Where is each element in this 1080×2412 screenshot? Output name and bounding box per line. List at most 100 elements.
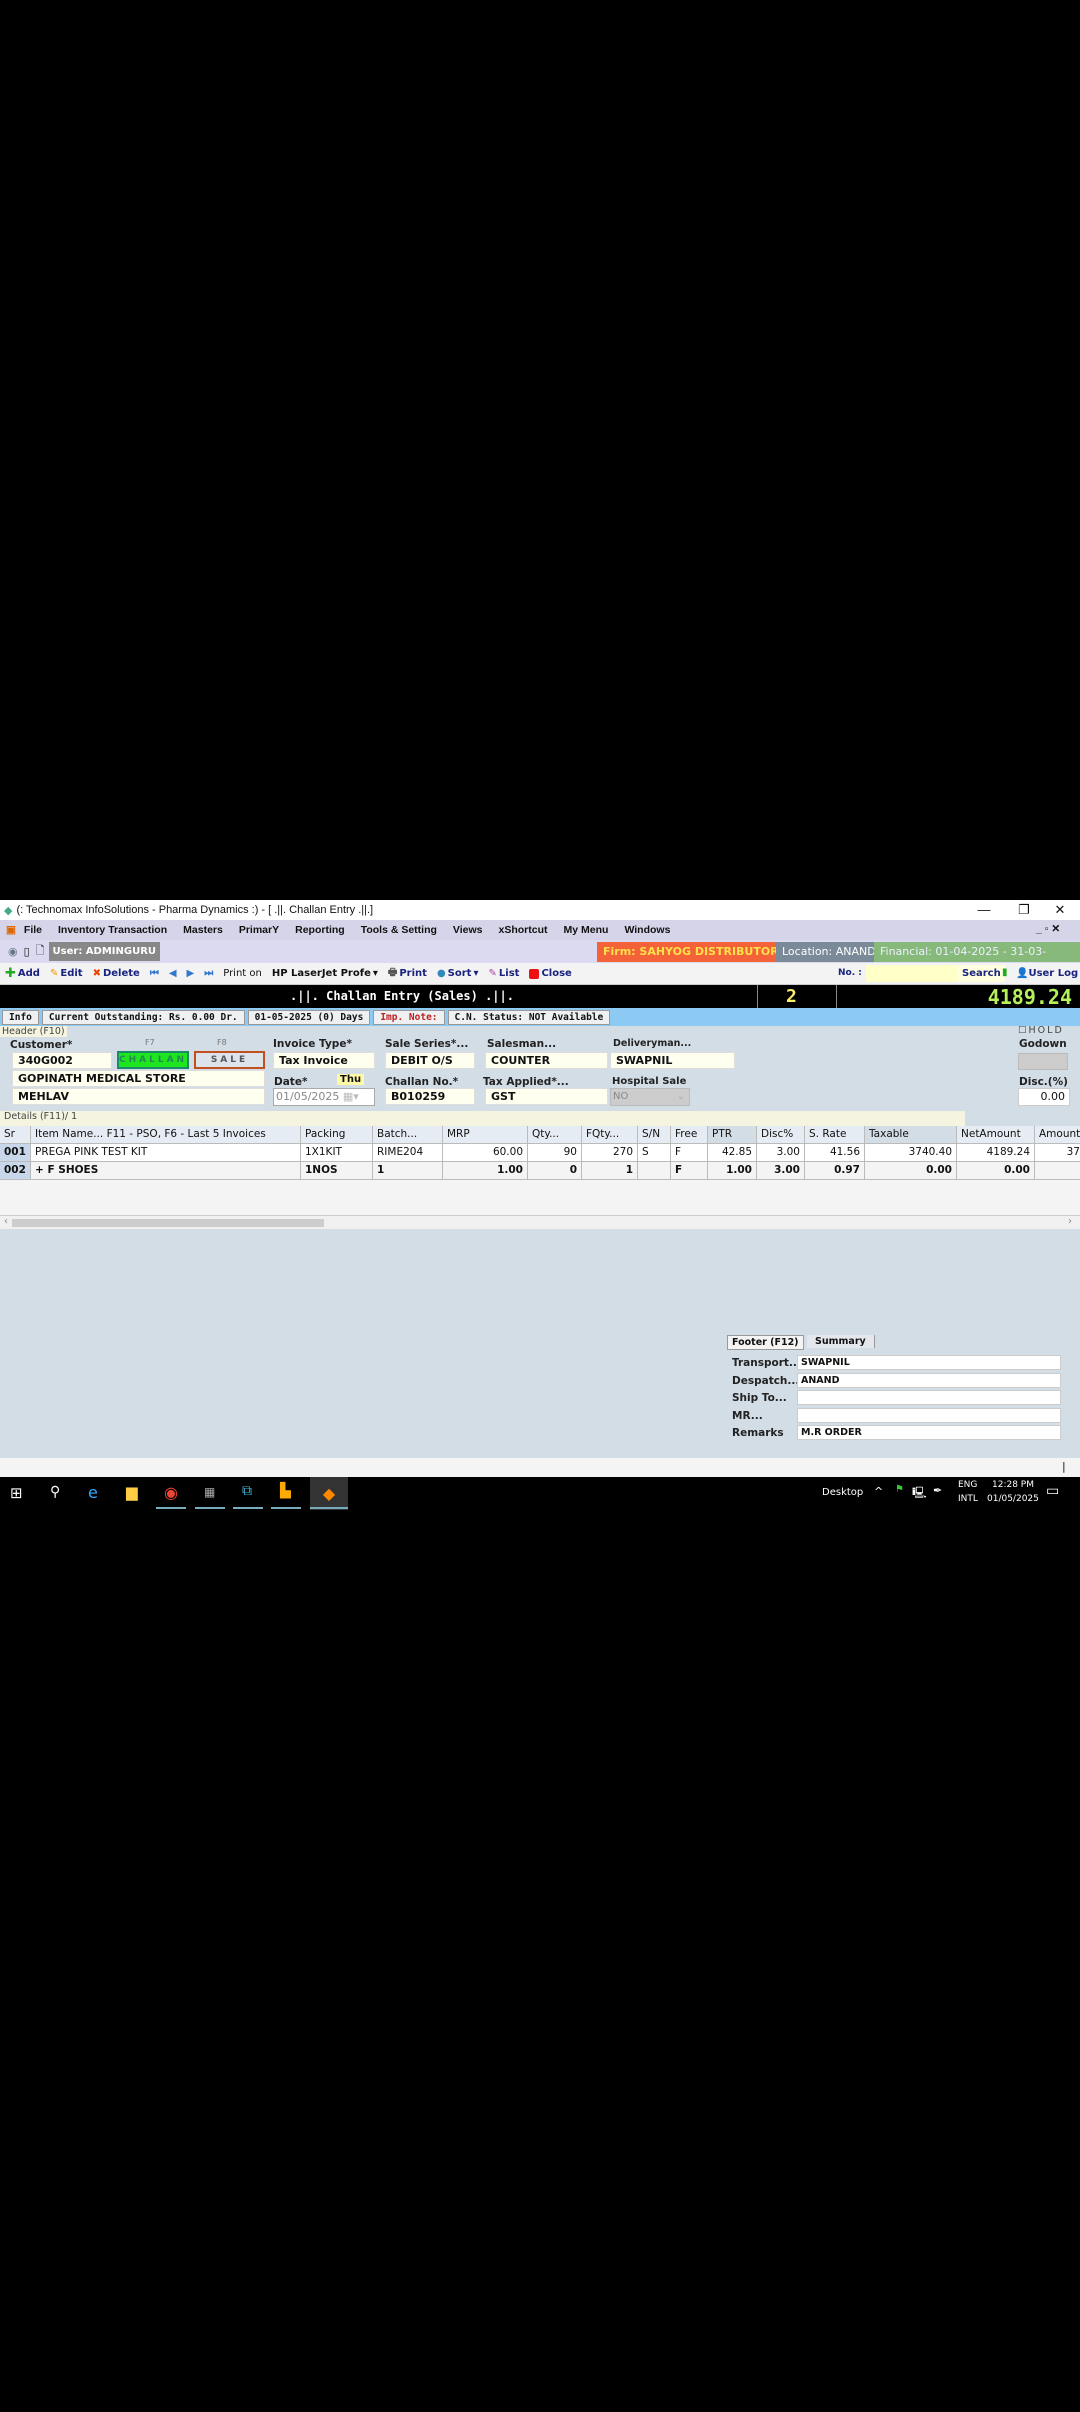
- column-header[interactable]: Free: [671, 1126, 708, 1144]
- menu-views[interactable]: Views: [452, 924, 483, 936]
- table-cell[interactable]: 4189.24: [957, 1144, 1035, 1162]
- printer-select[interactable]: HP LaserJet Profe ▾: [272, 968, 378, 979]
- column-header[interactable]: Packing: [301, 1126, 373, 1144]
- minimize-button[interactable]: —: [977, 902, 991, 917]
- print-button[interactable]: 🖶 Print: [388, 965, 427, 982]
- pen-icon[interactable]: ✒: [933, 1484, 943, 1497]
- refresh-icon[interactable]: ◉: [8, 945, 18, 958]
- challan-button[interactable]: CHALLAN: [117, 1051, 189, 1069]
- column-header[interactable]: Taxable: [865, 1126, 957, 1144]
- table-cell[interactable]: 002: [0, 1162, 31, 1180]
- notifications-icon[interactable]: ▭: [1046, 1483, 1060, 1499]
- list-button[interactable]: ✎ List: [489, 968, 520, 979]
- table-cell[interactable]: 0.00: [957, 1162, 1035, 1180]
- deliveryman-input[interactable]: SWAPNIL: [610, 1052, 735, 1069]
- sale-series-input[interactable]: DEBIT O/S: [385, 1052, 475, 1069]
- search-icon[interactable]: ⚲: [50, 1484, 61, 1500]
- table-cell[interactable]: 0.00: [1035, 1162, 1080, 1180]
- lang-primary[interactable]: ENG: [958, 1480, 978, 1490]
- clock-time[interactable]: 12:28 PM: [992, 1480, 1034, 1490]
- table-cell[interactable]: S: [638, 1144, 671, 1162]
- scroll-left-icon[interactable]: ‹: [4, 1216, 8, 1227]
- table-cell[interactable]: 1: [582, 1162, 638, 1180]
- pharma-app-icon[interactable]: ◆: [310, 1477, 348, 1510]
- table-cell[interactable]: 0: [528, 1162, 582, 1180]
- table-cell[interactable]: 41.56: [805, 1144, 865, 1162]
- sort-button[interactable]: ● Sort ▾: [436, 968, 479, 979]
- sale-button[interactable]: SALE: [194, 1051, 265, 1069]
- desktop-toolbar[interactable]: Desktop: [822, 1487, 864, 1498]
- no-input[interactable]: [866, 965, 958, 982]
- date-picker[interactable]: 01/05/2025 ▦▾: [273, 1088, 375, 1106]
- table-cell[interactable]: F: [671, 1144, 708, 1162]
- edge-icon[interactable]: e: [88, 1483, 98, 1502]
- table-cell[interactable]: 3740.40: [1035, 1144, 1080, 1162]
- edit-button[interactable]: ✎ Edit: [50, 968, 83, 979]
- footer-input[interactable]: ANAND: [797, 1372, 1061, 1388]
- mdi-controls[interactable]: _ ▫ ✕: [1036, 923, 1061, 935]
- column-header[interactable]: S/N: [638, 1126, 671, 1144]
- challan-no-input[interactable]: B010259: [385, 1088, 475, 1105]
- close-window-button[interactable]: ✕: [1054, 902, 1066, 917]
- menu-tools-setting[interactable]: Tools & Setting: [360, 924, 437, 936]
- info-tab[interactable]: Info: [2, 1009, 39, 1025]
- table-cell[interactable]: 90: [528, 1144, 582, 1162]
- table-cell[interactable]: 3.00: [757, 1144, 805, 1162]
- column-header[interactable]: FQty...: [582, 1126, 638, 1144]
- table-cell[interactable]: F: [671, 1162, 708, 1180]
- next-record-button[interactable]: ▶: [186, 968, 195, 979]
- table-cell[interactable]: 1.00: [443, 1162, 528, 1180]
- table-cell[interactable]: 270: [582, 1144, 638, 1162]
- tray-chevron-icon[interactable]: ^: [874, 1485, 884, 1498]
- imp-note[interactable]: Imp. Note:: [373, 1009, 445, 1025]
- table-row[interactable]: 001 PREGA PINK TEST KIT 1X1KIT RIME204 60.00…: [0, 1144, 1080, 1162]
- column-header[interactable]: NetAmount: [957, 1126, 1035, 1144]
- explorer-icon[interactable]: ▆: [126, 1483, 138, 1501]
- disc-input[interactable]: 0.00: [1018, 1088, 1070, 1106]
- table-cell[interactable]: 001: [0, 1144, 31, 1162]
- scrollbar-thumb[interactable]: [12, 1219, 324, 1227]
- restore-button[interactable]: ❐: [1018, 902, 1030, 917]
- menu-xshortcut[interactable]: xShortcut: [498, 924, 548, 936]
- hospital-sale-select[interactable]: NO ⌄: [610, 1088, 690, 1106]
- table-cell[interactable]: 1: [373, 1162, 443, 1180]
- app-menu-icon[interactable]: ▣: [6, 924, 16, 936]
- add-button[interactable]: ✚ Add: [5, 966, 40, 981]
- table-cell[interactable]: 1NOS: [301, 1162, 373, 1180]
- column-header[interactable]: PTR: [708, 1126, 757, 1144]
- tax-applied-input[interactable]: GST: [485, 1088, 608, 1105]
- table-cell[interactable]: 60.00: [443, 1144, 528, 1162]
- table-cell[interactable]: PREGA PINK TEST KIT: [31, 1144, 301, 1162]
- table-cell[interactable]: 3.00: [757, 1162, 805, 1180]
- column-header[interactable]: Sr: [0, 1126, 31, 1144]
- menu-windows[interactable]: Windows: [624, 924, 671, 936]
- hold-checkbox[interactable]: ☐HOLD: [1018, 1025, 1064, 1036]
- salesman-input[interactable]: COUNTER: [485, 1052, 608, 1069]
- scroll-right-icon[interactable]: ›: [1068, 1216, 1072, 1227]
- menu-inventory-transaction[interactable]: Inventory Transaction: [58, 924, 168, 936]
- table-cell[interactable]: [638, 1162, 671, 1180]
- column-header[interactable]: Batch...: [373, 1126, 443, 1144]
- footer-input[interactable]: SWAPNIL: [797, 1355, 1061, 1370]
- table-cell[interactable]: 1X1KIT: [301, 1144, 373, 1162]
- first-record-button[interactable]: ⏮: [149, 968, 159, 979]
- book-icon[interactable]: ▮: [1002, 967, 1008, 978]
- menu-primary[interactable]: PrimarY: [238, 924, 280, 936]
- column-header[interactable]: MRP: [443, 1126, 528, 1144]
- column-header[interactable]: Item Name... F11 - PSO, F6 - Last 5 Invo…: [31, 1126, 301, 1144]
- network-icon[interactable]: 🖳: [912, 1486, 927, 1499]
- app-icon-3[interactable]: ▙: [280, 1483, 291, 1499]
- table-cell[interactable]: 42.85: [708, 1144, 757, 1162]
- chrome-icon[interactable]: ◉: [164, 1483, 178, 1502]
- column-header[interactable]: Disc%: [757, 1126, 805, 1144]
- flag-icon[interactable]: ⚑: [895, 1484, 904, 1495]
- footer-input[interactable]: [797, 1390, 1061, 1405]
- start-icon[interactable]: ⊞: [10, 1484, 23, 1502]
- table-cell[interactable]: 3740.40: [865, 1144, 957, 1162]
- footer-input[interactable]: M.R ORDER: [797, 1425, 1061, 1440]
- app-icon-2[interactable]: ⧉: [242, 1483, 252, 1499]
- table-row[interactable]: 002 + F SHOES 1NOS 1 1.00 0 1 F 1.00 3.00 0.97 0.00…: [0, 1162, 1080, 1180]
- menu-masters[interactable]: Masters: [183, 924, 223, 936]
- tab-footer[interactable]: Footer (F12): [727, 1335, 804, 1350]
- lang-secondary[interactable]: INTL: [958, 1494, 978, 1504]
